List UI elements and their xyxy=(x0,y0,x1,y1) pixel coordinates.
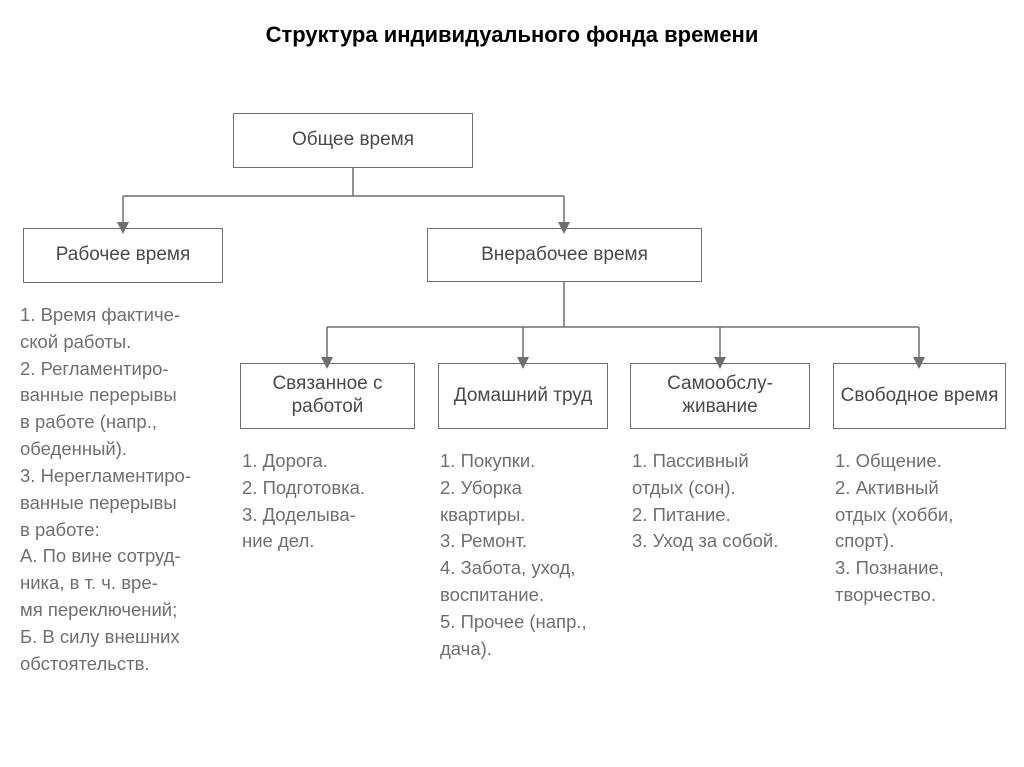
node-work: Рабочее время xyxy=(23,228,223,283)
node-root-label: Общее время xyxy=(292,129,414,152)
node-root: Общее время xyxy=(233,113,473,168)
node-c4-label: Свободное время xyxy=(841,385,999,408)
node-c2: Домашний труд xyxy=(438,363,608,429)
node-c2-label: Домашний труд xyxy=(454,385,593,408)
c3-list: 1. Пассивный отдых (сон). 2. Питание. 3.… xyxy=(632,448,832,555)
c2-list: 1. Покупки. 2. Уборка квартиры. 3. Ремон… xyxy=(440,448,635,663)
node-nonwork: Внерабочее время xyxy=(427,228,702,282)
c1-list: 1. Дорога. 2. Подготовка. 3. Доделыва- н… xyxy=(242,448,437,555)
node-c4: Свободное время xyxy=(833,363,1006,429)
node-c1: Связанное с работой xyxy=(240,363,415,429)
c4-list: 1. Общение. 2. Активный отдых (хобби, сп… xyxy=(835,448,1024,609)
node-work-label: Рабочее время xyxy=(56,244,191,267)
work-list: 1. Время фактиче- ской работы. 2. Реглам… xyxy=(20,302,235,677)
node-c3: Самообслу- живание xyxy=(630,363,810,429)
node-c3-label: Самообслу- живание xyxy=(637,373,803,419)
node-c1-label: Связанное с работой xyxy=(247,373,408,419)
node-nonwork-label: Внерабочее время xyxy=(481,244,648,267)
page-title: Структура индивидуального фонда времени xyxy=(0,22,1024,48)
